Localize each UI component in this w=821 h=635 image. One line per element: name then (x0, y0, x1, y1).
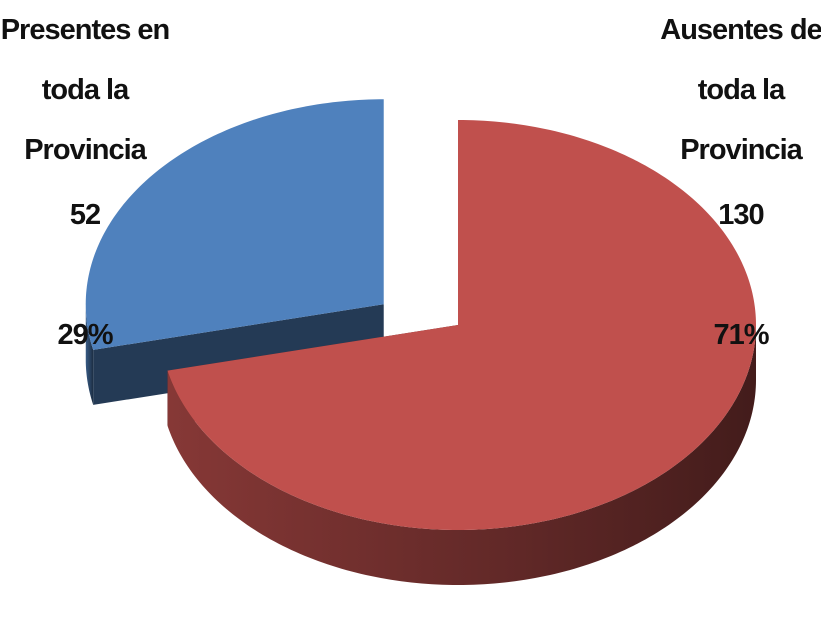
value-label: 130 (718, 199, 764, 231)
slice-side (167, 325, 757, 585)
category-label: Presentes en toda la Provincia (0, 14, 171, 166)
value-label: 52 (69, 199, 101, 231)
percent-label: 29% (57, 319, 113, 351)
slice-side (85, 307, 94, 405)
pie-slice (85, 99, 384, 350)
slice-wall (93, 304, 384, 405)
pie-slice (167, 120, 756, 530)
percent-label: 71% (713, 319, 769, 351)
category-label: Ausentes de toda la Provincia (660, 14, 821, 166)
